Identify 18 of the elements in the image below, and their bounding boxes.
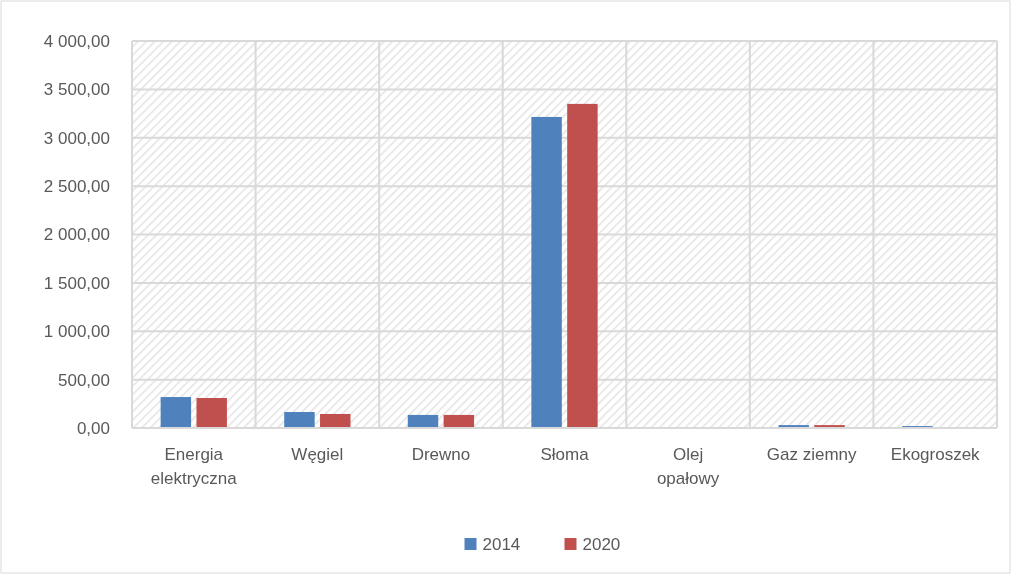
x-tick-label: Gaz ziemny <box>766 445 858 464</box>
y-tick-label: 2 000,00 <box>43 225 110 245</box>
y-tick-label: 1 500,00 <box>43 273 110 293</box>
x-tick-label: Energia elektryczna <box>150 445 238 488</box>
y-tick-label: 4 000,00 <box>43 31 110 51</box>
legend-label: 2014 <box>482 534 521 554</box>
y-tick-label: 500,00 <box>58 370 110 390</box>
y-tick-label: 3 000,00 <box>43 128 110 148</box>
x-tick-label: Ekogroszek <box>890 445 981 464</box>
y-tick-label: 0,00 <box>76 418 110 438</box>
x-tick-label: Olej opałowy <box>656 445 720 488</box>
y-tick-label: 3 500,00 <box>43 80 110 100</box>
y-tick-label: 2 500,00 <box>43 177 110 197</box>
legend-label: 2020 <box>582 534 621 554</box>
x-tick-label: Węgiel <box>291 445 344 464</box>
x-tick-label: Słoma <box>540 445 590 464</box>
x-tick-label: Drewno <box>411 445 471 464</box>
y-tick-label: 1 000,00 <box>43 322 110 342</box>
